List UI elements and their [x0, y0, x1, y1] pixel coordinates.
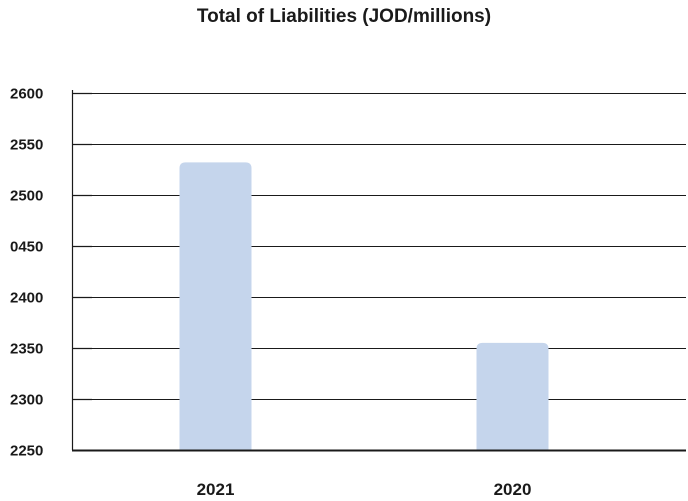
y-tick-label: 2300: [10, 392, 43, 409]
y-tick-label: 2400: [10, 290, 43, 307]
gridlines: [92, 93, 686, 400]
x-tick-label: 2021: [197, 480, 235, 499]
x-tick-label: 2020: [494, 480, 532, 499]
y-tick-label: 2500: [10, 188, 43, 205]
bars: [179, 162, 549, 451]
y-tick-label: 2550: [10, 137, 43, 154]
y-tick-label: 2250: [10, 443, 43, 460]
y-tick-labels: 2600 2550 2500 0450 2400 2350 2300 2250: [10, 86, 43, 460]
y-tick-label: 0450: [10, 239, 43, 256]
y-tick-label: 2350: [10, 341, 43, 358]
chart-title: Total of Liabilities (JOD/millions): [196, 6, 492, 27]
axes: [71, 90, 686, 452]
bar-2020: [476, 342, 549, 450]
y-tick-label: 2600: [10, 86, 43, 103]
x-tick-labels: 2021 2020: [197, 480, 532, 499]
bar-2021: [179, 162, 252, 451]
